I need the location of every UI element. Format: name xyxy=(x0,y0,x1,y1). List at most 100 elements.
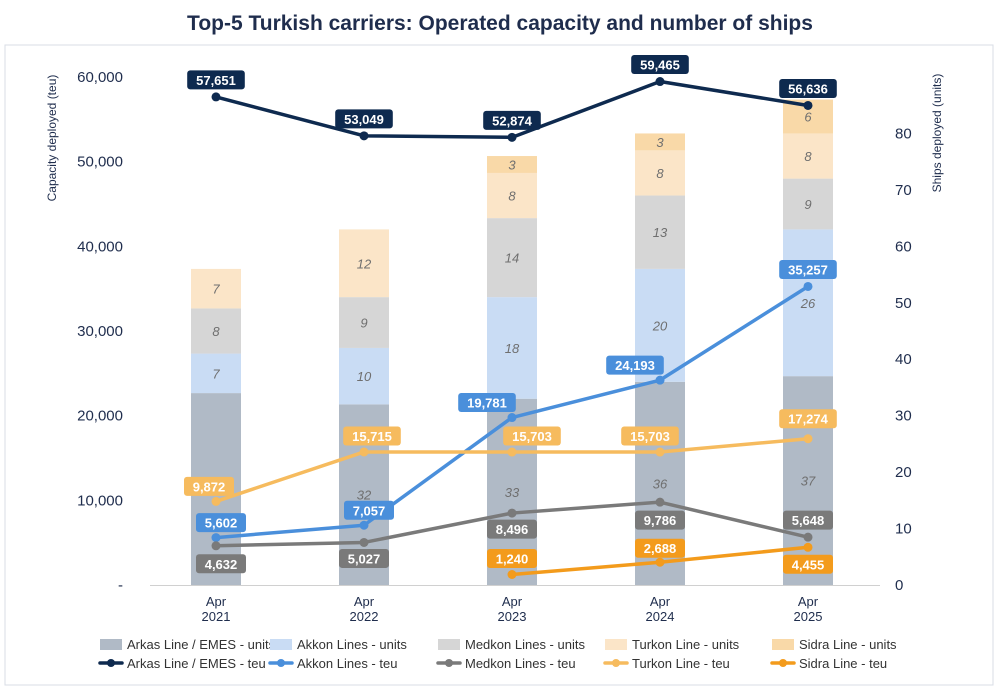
bar-segment xyxy=(783,178,833,230)
bar-value-label: 3 xyxy=(508,157,516,172)
point-label: 15,715 xyxy=(352,429,392,444)
bar-value-label: 36 xyxy=(653,476,668,491)
bar-segment xyxy=(339,347,389,405)
data-point xyxy=(507,413,517,423)
legend-entry: Sidra Line - teu xyxy=(799,656,887,671)
y-left-tick-label: 50,000 xyxy=(77,154,123,171)
data-point xyxy=(655,77,665,87)
legend-entry: Medkon Lines - units xyxy=(465,637,585,652)
bar-segment xyxy=(339,297,389,348)
legend: Arkas Line / EMES - units Akkon Lines - u… xyxy=(98,637,897,671)
bar-value-label: 8 xyxy=(804,149,812,164)
data-point xyxy=(803,542,813,552)
point-label-badge xyxy=(343,426,401,446)
y-right-tick-label: 40 xyxy=(895,351,912,368)
data-point xyxy=(803,532,813,542)
data-point xyxy=(803,100,813,110)
legend-entry: Medkon Lines - teu xyxy=(465,656,576,671)
bar-value-label: 9 xyxy=(360,316,367,331)
point-label: 59,465 xyxy=(640,58,680,73)
bar-value-label: 26 xyxy=(800,296,816,311)
legend-swatch xyxy=(100,639,122,650)
point-label-badge xyxy=(184,476,234,496)
point-label: 24,193 xyxy=(615,358,655,373)
point-label-badge xyxy=(635,538,685,558)
legend-marker xyxy=(612,659,620,667)
x-tick-label: Apr xyxy=(650,594,671,609)
point-label-badge xyxy=(779,78,837,98)
bar-segment xyxy=(487,172,537,219)
point-label: 7,057 xyxy=(353,503,386,518)
point-label-badge xyxy=(783,510,833,530)
point-label: 19,781 xyxy=(467,396,507,411)
bar-value-label: 14 xyxy=(505,251,519,266)
y-right-tick-label: 30 xyxy=(895,408,912,425)
bar-value-label: 8 xyxy=(656,166,664,181)
data-point xyxy=(211,496,221,506)
point-label-badge xyxy=(487,549,537,569)
bar-segment xyxy=(191,308,241,354)
point-label-badge xyxy=(779,259,837,279)
y-left-tick-label: - xyxy=(118,577,123,594)
point-label: 4,455 xyxy=(792,557,825,572)
bar-segment xyxy=(487,297,537,399)
point-label-badge xyxy=(339,548,389,568)
y-right-tick-label: 10 xyxy=(895,521,912,538)
bar-value-label: 37 xyxy=(801,474,816,489)
y-left-tick-label: 20,000 xyxy=(77,408,123,425)
bar-segment xyxy=(635,195,685,269)
chart-title: Top-5 Turkish carriers: Operated capacit… xyxy=(187,12,813,35)
bar-value-label: 32 xyxy=(357,488,372,503)
bar-value-label: 12 xyxy=(357,256,372,271)
legend-swatch xyxy=(438,639,460,650)
x-tick-label: 2021 xyxy=(202,609,231,624)
y-right-tick-label: 60 xyxy=(895,238,912,255)
bar-value-label: 18 xyxy=(505,341,520,356)
x-tick-label: Apr xyxy=(502,594,523,609)
bar-segment xyxy=(191,268,241,309)
chart-frame xyxy=(4,44,994,686)
point-label-badge xyxy=(779,409,837,429)
bar-value-label: 8 xyxy=(212,324,220,339)
data-point xyxy=(507,570,517,580)
point-label-badge xyxy=(635,510,685,530)
point-label-badge xyxy=(783,554,833,574)
point-label: 17,274 xyxy=(788,412,829,427)
y-right-tick-label: 70 xyxy=(895,182,912,199)
bar-value-label: 10 xyxy=(357,369,372,384)
bar-segment xyxy=(191,353,241,394)
point-label-badge xyxy=(487,519,537,539)
bar-value-label: 9 xyxy=(804,197,811,212)
x-tick-label: Apr xyxy=(206,594,227,609)
bar-segment xyxy=(783,229,833,377)
point-label-badge xyxy=(503,426,561,446)
legend-entry: Akkon Lines - units xyxy=(297,637,407,652)
bar-value-label: 13 xyxy=(653,225,668,240)
bar-segment xyxy=(487,218,537,298)
data-point xyxy=(211,92,221,102)
point-label: 5,027 xyxy=(348,551,381,566)
point-label: 56,636 xyxy=(788,81,828,96)
data-point xyxy=(211,533,221,543)
data-point xyxy=(803,434,813,444)
y-right-axis-title: Ships deployed (units) xyxy=(930,74,944,193)
bar-segment xyxy=(783,133,833,179)
point-labels-group: 57,651 53,049 52,874 59,465 56,636 5,602 7,057… xyxy=(184,55,837,574)
point-label: 9,786 xyxy=(644,513,677,528)
legend-entry: Akkon Lines - teu xyxy=(297,656,397,671)
point-label: 35,257 xyxy=(788,262,828,277)
bar-value-label: 7 xyxy=(212,282,220,297)
y-right-tick-label: 20 xyxy=(895,464,912,481)
legend-entry: Sidra Line - units xyxy=(799,637,897,652)
y-right-tick-label: 0 xyxy=(895,577,903,594)
point-label-badge xyxy=(483,110,541,130)
bar-segment xyxy=(635,150,685,196)
bar-value-label: 7 xyxy=(212,366,220,381)
legend-entry: Turkon Line - teu xyxy=(632,656,730,671)
data-point xyxy=(359,131,369,141)
data-point xyxy=(359,537,369,547)
legend-entry: Arkas Line / EMES - units xyxy=(127,637,276,652)
data-point xyxy=(211,541,221,551)
